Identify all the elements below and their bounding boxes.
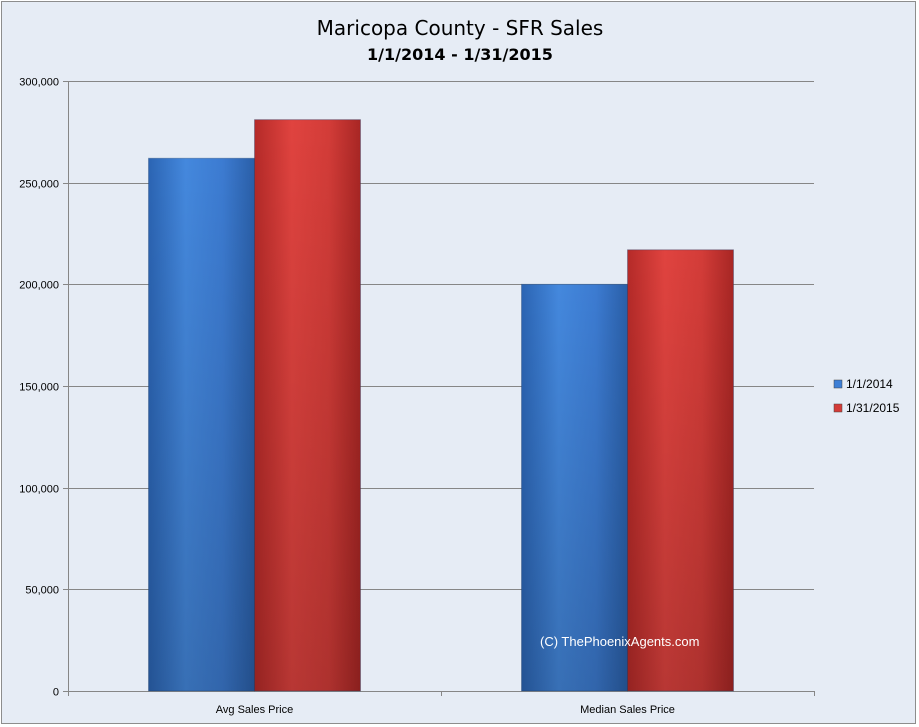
x-tick-label: Avg Sales Price — [216, 704, 293, 716]
y-tick-label: 200,000 — [19, 280, 59, 292]
axis-labels: 0 50,000 100,000 150,000 200,000 250,000 300,0… — [19, 77, 675, 717]
y-tick-label: 100,000 — [19, 484, 59, 496]
bars — [148, 119, 734, 692]
bar-shade — [627, 249, 734, 691]
legend-swatch — [833, 379, 843, 389]
y-tick-label: 0 — [53, 687, 59, 699]
bar-shade — [521, 284, 628, 691]
legend-swatch — [833, 403, 843, 413]
y-tick-label: 150,000 — [19, 382, 59, 394]
chart-subtitle: 1/1/2014 - 1/31/2015 — [367, 45, 553, 64]
y-tick-label: 50,000 — [25, 585, 59, 597]
legend-label: 1/31/2015 — [846, 401, 900, 415]
y-tick-label: 300,000 — [19, 77, 59, 89]
axes — [63, 81, 815, 696]
y-tick-label: 250,000 — [19, 179, 59, 191]
x-tick-label: Median Sales Price — [580, 704, 675, 716]
bar-shade — [254, 119, 361, 692]
legend-label: 1/1/2014 — [846, 377, 893, 391]
legend: 1/1/2014 1/31/2015 — [833, 377, 900, 415]
chart-title: Maricopa County - SFR Sales — [317, 16, 604, 40]
watermark-text: (C) ThePhoenixAgents.com — [540, 634, 699, 649]
bar-shade — [148, 158, 255, 691]
